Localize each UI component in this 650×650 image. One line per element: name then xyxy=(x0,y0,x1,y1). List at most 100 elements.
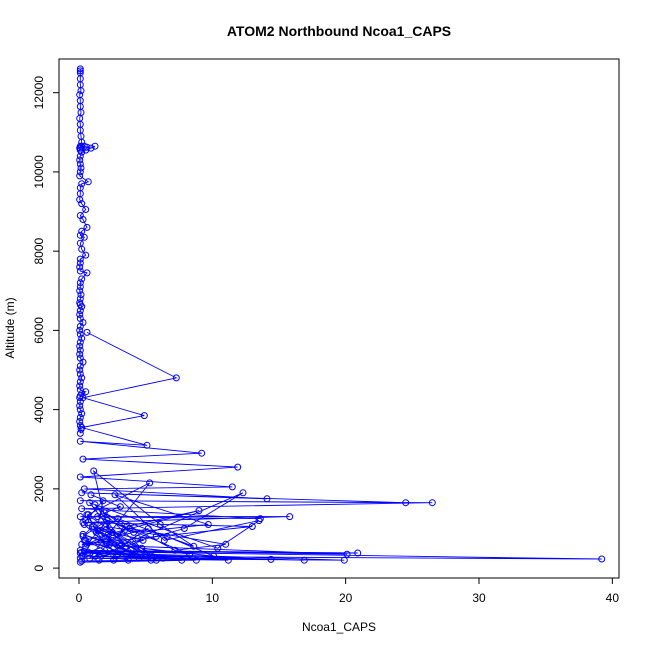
x-tick-label: 40 xyxy=(606,591,620,605)
x-tick-label: 10 xyxy=(206,591,220,605)
data-point xyxy=(76,414,84,421)
series-line xyxy=(80,331,602,563)
data-point xyxy=(76,437,84,445)
x-tick-label: 20 xyxy=(339,591,353,605)
data-point xyxy=(144,525,152,532)
data-point xyxy=(76,473,84,481)
data-point xyxy=(598,555,606,563)
data-point xyxy=(78,227,86,235)
data-point xyxy=(76,307,84,315)
data-point xyxy=(87,491,95,499)
data-point xyxy=(76,382,84,390)
x-tick-label: 0 xyxy=(76,591,83,605)
data-point xyxy=(124,556,132,564)
x-axis-label: Ncoa1_CAPS xyxy=(302,620,376,634)
data-point xyxy=(83,540,91,548)
data-point xyxy=(248,523,256,530)
data-point xyxy=(90,467,98,475)
data-point xyxy=(222,540,230,548)
data-point xyxy=(111,491,119,499)
data-point xyxy=(190,542,198,550)
data-point xyxy=(127,546,135,554)
data-point xyxy=(76,279,84,287)
data-point xyxy=(152,556,160,564)
data-point xyxy=(263,495,271,503)
data-point xyxy=(76,65,84,73)
data-point xyxy=(114,515,122,523)
data-point xyxy=(76,263,84,271)
data-point xyxy=(78,200,86,208)
y-tick-label: 2000 xyxy=(32,475,46,502)
data-point xyxy=(78,374,86,382)
data-point xyxy=(79,455,87,463)
data-point xyxy=(76,67,84,75)
data-point xyxy=(76,402,84,410)
data-point xyxy=(76,322,84,330)
y-tick-label: 8000 xyxy=(32,237,46,264)
data-marks xyxy=(76,65,606,566)
data-point xyxy=(84,178,92,186)
data-point xyxy=(91,142,99,150)
data-point xyxy=(76,156,84,164)
data-point xyxy=(120,527,128,534)
data-point xyxy=(78,180,86,188)
data-point xyxy=(78,334,86,342)
data-point xyxy=(76,497,84,505)
data-point xyxy=(102,534,110,542)
data-point xyxy=(98,538,106,546)
x-tick-label: 30 xyxy=(472,591,486,605)
data-point xyxy=(159,554,167,562)
data-point xyxy=(178,556,186,564)
data-point xyxy=(140,412,148,420)
data-point xyxy=(76,287,84,295)
data-point xyxy=(340,556,348,564)
data-point xyxy=(198,449,206,457)
data-point xyxy=(83,328,91,336)
data-point xyxy=(77,87,85,95)
data-point xyxy=(79,530,87,538)
data-point xyxy=(172,374,180,382)
data-point xyxy=(139,536,147,544)
data-point xyxy=(186,550,194,558)
data-point xyxy=(78,245,86,253)
y-axis-label: Altitude (m) xyxy=(3,297,17,358)
data-point xyxy=(300,556,308,564)
data-point xyxy=(234,463,242,471)
data-point xyxy=(76,394,84,402)
data-point xyxy=(83,511,91,519)
data-point xyxy=(82,251,90,259)
data-point xyxy=(78,390,86,398)
data-point xyxy=(78,148,86,156)
data-point xyxy=(76,370,84,378)
data-point xyxy=(116,503,124,511)
data-point xyxy=(256,515,264,523)
data-point xyxy=(76,267,84,275)
data-point xyxy=(83,269,91,277)
data-point xyxy=(239,489,247,497)
data-point xyxy=(78,557,86,565)
data-point xyxy=(80,233,88,241)
chart-title: ATOM2 Northbound Ncoa1_CAPS xyxy=(227,23,451,39)
y-tick-label: 12000 xyxy=(32,76,46,110)
data-point xyxy=(78,489,86,497)
data-point xyxy=(114,550,122,558)
data-point xyxy=(130,528,138,536)
data-point xyxy=(78,303,86,311)
data-point xyxy=(78,410,86,418)
data-point xyxy=(82,206,90,213)
data-point xyxy=(91,501,99,509)
data-point xyxy=(146,479,154,487)
data-point xyxy=(255,517,263,525)
data-point xyxy=(76,311,84,318)
data-point xyxy=(171,546,179,554)
data-point xyxy=(78,505,86,513)
data-point xyxy=(94,527,102,534)
data-point xyxy=(82,388,90,396)
data-point xyxy=(143,441,151,449)
data-point xyxy=(428,499,436,507)
data-point xyxy=(100,509,108,517)
data-point xyxy=(76,168,84,176)
data-point xyxy=(76,330,84,338)
data-point xyxy=(131,550,139,558)
